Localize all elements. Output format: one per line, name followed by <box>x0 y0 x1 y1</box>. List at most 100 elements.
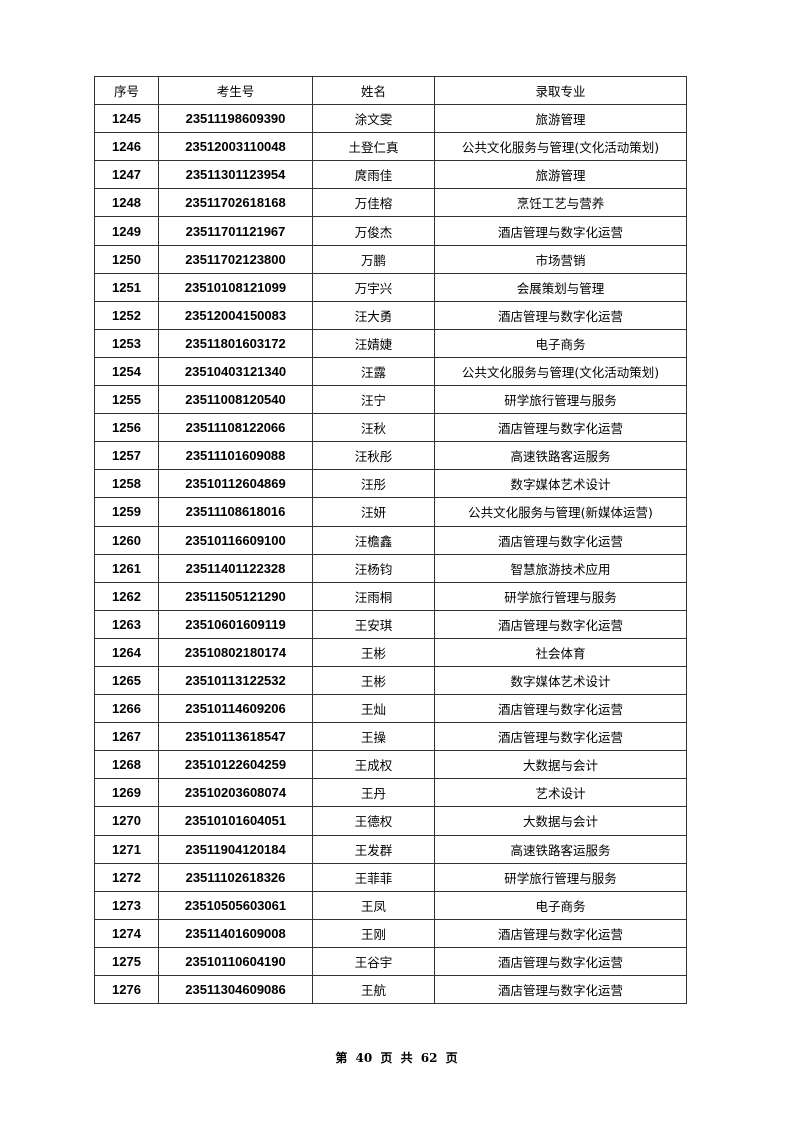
cell-exam-id: 23510122604259 <box>158 750 313 780</box>
cell-name: 汪宁 <box>312 385 435 415</box>
cell-index: 1266 <box>94 694 159 724</box>
cell-index: 1272 <box>94 862 159 892</box>
cell-major: 大数据与会计 <box>434 806 687 836</box>
table-row: 1271 23511904120184 王发群 高速铁路客运服务 <box>94 834 687 864</box>
cell-exam-id: 23510116609100 <box>158 525 313 555</box>
cell-name: 王彬 <box>312 637 435 667</box>
cell-index: 1268 <box>94 750 159 780</box>
table-row: 1266 23510114609206 王灿 酒店管理与数字化运营 <box>94 694 687 724</box>
table-row: 1267 23510113618547 王操 酒店管理与数字化运营 <box>94 722 687 752</box>
cell-name: 王刚 <box>312 918 435 948</box>
table-row: 1269 23510203608074 王丹 艺术设计 <box>94 778 687 808</box>
cell-name: 王操 <box>312 722 435 752</box>
cell-major: 研学旅行管理与服务 <box>434 581 687 611</box>
cell-major: 数字媒体艺术设计 <box>434 665 687 696</box>
cell-index: 1247 <box>94 160 159 190</box>
cell-major: 艺术设计 <box>434 778 687 808</box>
cell-index: 1264 <box>94 637 159 667</box>
header-exam-id: 考生号 <box>158 75 313 106</box>
table-row: 1252 23512004150083 汪大勇 酒店管理与数字化运营 <box>94 300 687 330</box>
cell-name: 王安琪 <box>312 609 435 639</box>
cell-index: 1251 <box>94 272 159 302</box>
table-row: 1251 23510108121099 万宇兴 会展策划与管理 <box>94 272 687 302</box>
cell-major: 公共文化服务与管理(文化活动策划) <box>434 132 687 162</box>
cell-index: 1263 <box>94 609 159 639</box>
cell-major: 酒店管理与数字化运营 <box>434 609 687 639</box>
cell-exam-id: 23510505603061 <box>158 890 313 920</box>
cell-index: 1248 <box>94 188 159 218</box>
cell-exam-id: 23510113122532 <box>158 665 313 696</box>
cell-exam-id: 23511108122066 <box>158 413 313 443</box>
cell-index: 1275 <box>94 946 159 977</box>
cell-exam-id: 23510403121340 <box>158 356 313 387</box>
cell-exam-id: 23511505121290 <box>158 581 313 611</box>
cell-index: 1254 <box>94 356 159 387</box>
table-row: 1248 23511702618168 万佳榕 烹饪工艺与营养 <box>94 188 687 218</box>
cell-index: 1274 <box>94 918 159 948</box>
cell-index: 1276 <box>94 974 159 1005</box>
cell-index: 1265 <box>94 665 159 696</box>
cell-index: 1262 <box>94 581 159 611</box>
cell-exam-id: 23511701121967 <box>158 216 313 246</box>
cell-major: 酒店管理与数字化运营 <box>434 974 687 1005</box>
cell-index: 1250 <box>94 244 159 274</box>
cell-major: 酒店管理与数字化运营 <box>434 300 687 330</box>
cell-major: 酒店管理与数字化运营 <box>434 946 687 977</box>
cell-major: 研学旅行管理与服务 <box>434 385 687 415</box>
cell-index: 1259 <box>94 497 159 527</box>
cell-major: 酒店管理与数字化运营 <box>434 413 687 443</box>
cell-name: 王丹 <box>312 778 435 808</box>
cell-name: 汪杨钧 <box>312 553 435 583</box>
cell-major: 酒店管理与数字化运营 <box>434 216 687 246</box>
cell-exam-id: 23511008120540 <box>158 385 313 415</box>
cell-index: 1256 <box>94 413 159 443</box>
cell-exam-id: 23511401609008 <box>158 918 313 948</box>
cell-major: 大数据与会计 <box>434 750 687 780</box>
cell-name: 王航 <box>312 974 435 1005</box>
table-row: 1273 23510505603061 王凤 电子商务 <box>94 890 687 920</box>
table-row: 1256 23511108122066 汪秋 酒店管理与数字化运营 <box>94 413 687 443</box>
cell-exam-id: 23511904120184 <box>158 834 313 864</box>
cell-major: 电子商务 <box>434 328 687 358</box>
cell-exam-id: 23510110604190 <box>158 946 313 977</box>
cell-index: 1261 <box>94 553 159 583</box>
table-header-row: 序号 考生号 姓名 录取专业 <box>94 75 687 106</box>
cell-index: 1271 <box>94 834 159 864</box>
table-row: 1274 23511401609008 王刚 酒店管理与数字化运营 <box>94 918 687 948</box>
cell-index: 1245 <box>94 104 159 134</box>
table-row: 1259 23511108618016 汪妍 公共文化服务与管理(新媒体运营) <box>94 497 687 527</box>
cell-name: 万俊杰 <box>312 216 435 246</box>
cell-name: 王发群 <box>312 834 435 864</box>
cell-major: 酒店管理与数字化运营 <box>434 722 687 752</box>
cell-index: 1246 <box>94 132 159 162</box>
cell-index: 1252 <box>94 300 159 330</box>
cell-major: 高速铁路客运服务 <box>434 834 687 864</box>
cell-exam-id: 23511198609390 <box>158 104 313 134</box>
table-row: 1254 23510403121340 汪露 公共文化服务与管理(文化活动策划) <box>94 356 687 387</box>
cell-exam-id: 23510108121099 <box>158 272 313 302</box>
header-index: 序号 <box>94 75 159 106</box>
page-number: 第 40 页 共 62 页 <box>335 1051 458 1065</box>
cell-major: 公共文化服务与管理(新媒体运营) <box>434 497 687 527</box>
cell-index: 1273 <box>94 890 159 920</box>
cell-name: 汪婧婕 <box>312 328 435 358</box>
table-row: 1263 23510601609119 王安琪 酒店管理与数字化运营 <box>94 609 687 639</box>
table-row: 1268 23510122604259 王成权 大数据与会计 <box>94 750 687 780</box>
cell-exam-id: 23511102618326 <box>158 862 313 892</box>
table-row: 1270 23510101604051 王德权 大数据与会计 <box>94 806 687 836</box>
table-row: 1249 23511701121967 万俊杰 酒店管理与数字化运营 <box>94 216 687 246</box>
cell-major: 旅游管理 <box>434 160 687 190</box>
cell-major: 酒店管理与数字化运营 <box>434 525 687 555</box>
cell-name: 汪露 <box>312 356 435 387</box>
cell-major: 市场营销 <box>434 244 687 274</box>
cell-exam-id: 23510601609119 <box>158 609 313 639</box>
cell-major: 酒店管理与数字化运营 <box>434 694 687 724</box>
cell-index: 1269 <box>94 778 159 808</box>
cell-name: 万佳榕 <box>312 188 435 218</box>
cell-major: 研学旅行管理与服务 <box>434 862 687 892</box>
cell-index: 1267 <box>94 722 159 752</box>
cell-index: 1253 <box>94 328 159 358</box>
header-name: 姓名 <box>312 75 435 106</box>
admission-table: 序号 考生号 姓名 录取专业 1245 23511198609390 涂文雯 旅游管理… <box>94 75 687 1005</box>
table-row: 1247 23511301123954 庹雨佳 旅游管理 <box>94 160 687 190</box>
